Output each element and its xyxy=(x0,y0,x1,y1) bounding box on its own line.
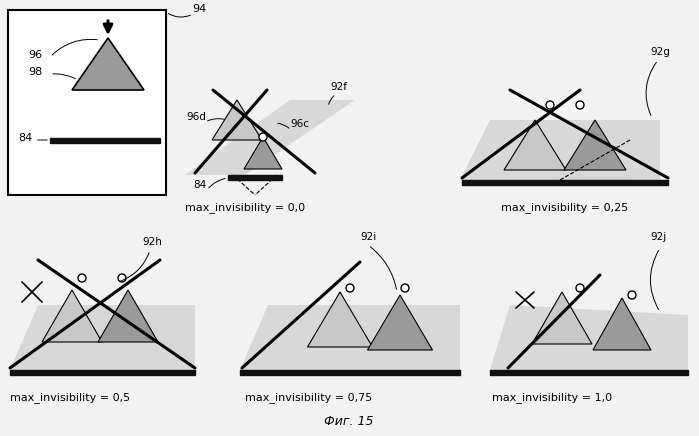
Text: 84: 84 xyxy=(193,180,206,190)
Text: max_invisibility = 0,75: max_invisibility = 0,75 xyxy=(245,392,373,403)
Bar xyxy=(462,180,668,185)
Text: 92g: 92g xyxy=(650,47,670,57)
Polygon shape xyxy=(98,290,158,342)
Polygon shape xyxy=(504,120,566,170)
Circle shape xyxy=(259,133,267,141)
Polygon shape xyxy=(240,305,460,370)
Text: 96c: 96c xyxy=(290,119,309,129)
Polygon shape xyxy=(212,100,262,140)
Bar xyxy=(50,138,160,143)
Polygon shape xyxy=(490,305,688,370)
Text: max_invisibility = 0,0: max_invisibility = 0,0 xyxy=(185,202,305,213)
Circle shape xyxy=(576,101,584,109)
Text: 84: 84 xyxy=(18,133,32,143)
Text: 92h: 92h xyxy=(142,237,162,247)
Polygon shape xyxy=(72,38,144,90)
Text: 96: 96 xyxy=(28,50,42,60)
Polygon shape xyxy=(244,137,282,169)
Text: max_invisibility = 1,0: max_invisibility = 1,0 xyxy=(492,392,612,403)
Polygon shape xyxy=(42,290,102,342)
Polygon shape xyxy=(10,305,195,370)
Text: 96d: 96d xyxy=(186,112,206,122)
Polygon shape xyxy=(532,292,592,344)
Circle shape xyxy=(576,284,584,292)
Text: Фиг. 15: Фиг. 15 xyxy=(324,415,374,428)
Circle shape xyxy=(401,284,409,292)
Polygon shape xyxy=(185,100,355,175)
Polygon shape xyxy=(460,120,660,180)
Text: max_invisibility = 0,25: max_invisibility = 0,25 xyxy=(501,202,628,213)
Circle shape xyxy=(78,274,86,282)
Text: 92j: 92j xyxy=(650,232,666,242)
Text: 92i: 92i xyxy=(360,232,376,242)
Bar xyxy=(490,370,688,375)
Polygon shape xyxy=(593,298,651,350)
Circle shape xyxy=(546,101,554,109)
Circle shape xyxy=(628,291,636,299)
Polygon shape xyxy=(308,292,373,347)
Bar xyxy=(228,175,282,180)
Circle shape xyxy=(346,284,354,292)
Bar xyxy=(8,10,166,195)
Text: 98: 98 xyxy=(28,67,42,77)
Polygon shape xyxy=(368,295,433,350)
Text: max_invisibility = 0,5: max_invisibility = 0,5 xyxy=(10,392,130,403)
Text: 94: 94 xyxy=(192,4,206,14)
Bar xyxy=(10,370,195,375)
Bar xyxy=(240,370,460,375)
Circle shape xyxy=(118,274,126,282)
Text: 92f: 92f xyxy=(330,82,347,92)
Polygon shape xyxy=(564,120,626,170)
